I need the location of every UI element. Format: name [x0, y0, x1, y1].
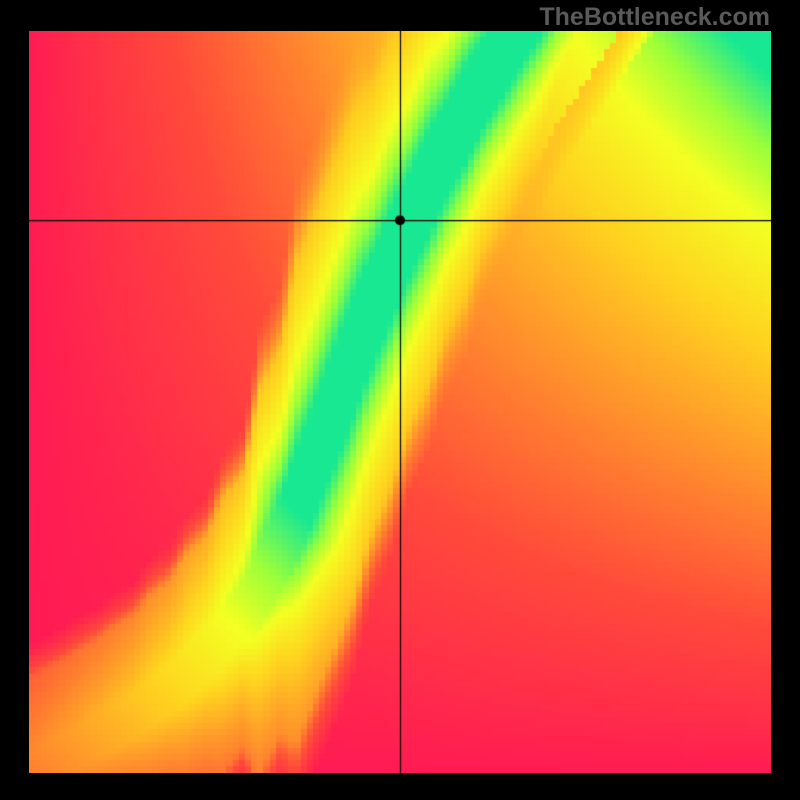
bottleneck-heatmap	[29, 31, 771, 773]
watermark-text: TheBottleneck.com	[539, 3, 770, 32]
chart-container: TheBottleneck.com	[0, 0, 800, 800]
